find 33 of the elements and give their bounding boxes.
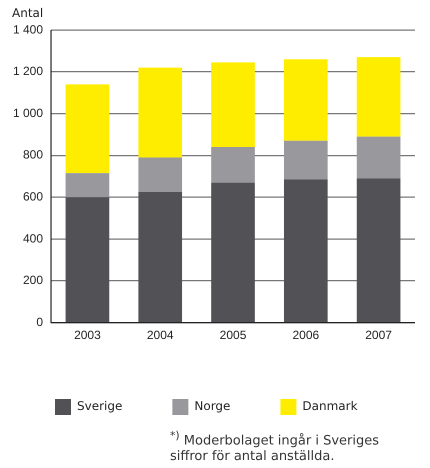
bar: [66, 197, 110, 322]
bar: [211, 62, 255, 148]
bar: [356, 136, 400, 178]
bar: [356, 57, 400, 137]
bar: [284, 59, 328, 141]
y-axis-title: Antal: [12, 6, 44, 20]
y-tick-label: 200: [23, 273, 44, 288]
bar: [66, 84, 110, 174]
y-tick-label: 1 000: [13, 106, 44, 120]
bar: [138, 68, 182, 158]
y-tick-label: 600: [23, 190, 44, 204]
x-tick-label: 2003: [74, 328, 102, 342]
bar: [138, 192, 182, 322]
y-tick-label: 1 200: [13, 64, 44, 78]
y-tick-label: 0: [36, 314, 44, 329]
y-tick-label: 1 400: [13, 22, 44, 36]
bar: [284, 179, 328, 322]
bar: [356, 178, 400, 322]
y-tick-label: 400: [23, 231, 44, 246]
bar: [138, 157, 182, 192]
bar: [211, 182, 255, 322]
x-tick-label: 2005: [220, 328, 247, 342]
bar: [211, 147, 255, 183]
x-tick-label: 2007: [365, 328, 392, 342]
text: $^{*)}$ Moderbolaget ingår i Sveriges siffror för antal anställda.: [170, 428, 380, 466]
bar: [284, 140, 328, 180]
legend-label: Norge: [194, 399, 230, 414]
y-tick-label: 800: [23, 148, 44, 162]
legend-label: Danmark: [302, 399, 358, 414]
x-tick-label: 2006: [292, 328, 320, 342]
bar: [66, 173, 110, 198]
legend-label: Sverige: [77, 399, 122, 414]
x-tick-label: 2004: [146, 328, 174, 342]
